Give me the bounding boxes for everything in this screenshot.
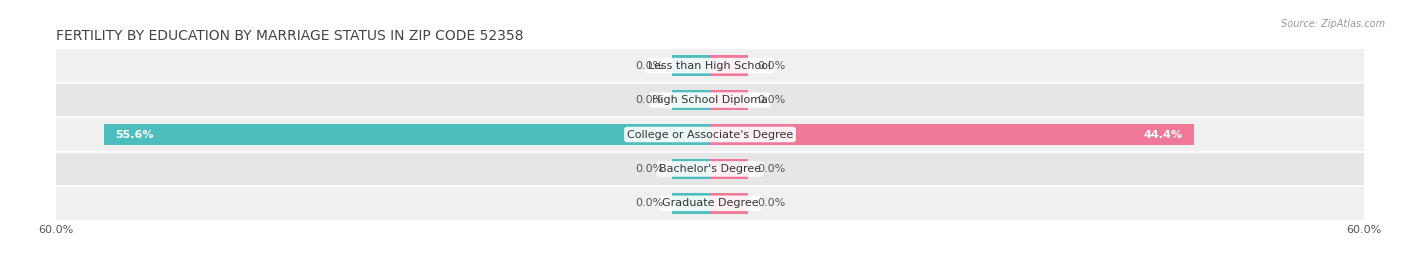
- Bar: [56, 152, 1364, 186]
- Text: Bachelor's Degree: Bachelor's Degree: [659, 164, 761, 174]
- Bar: [672, 159, 710, 179]
- Bar: [56, 186, 1364, 221]
- Text: 0.0%: 0.0%: [636, 95, 664, 105]
- Text: 44.4%: 44.4%: [1144, 129, 1182, 140]
- Text: Source: ZipAtlas.com: Source: ZipAtlas.com: [1281, 19, 1385, 29]
- Bar: [710, 90, 748, 110]
- Bar: [672, 55, 710, 76]
- Text: College or Associate's Degree: College or Associate's Degree: [627, 129, 793, 140]
- Text: 0.0%: 0.0%: [636, 61, 664, 71]
- Bar: [710, 193, 748, 214]
- Text: Graduate Degree: Graduate Degree: [662, 198, 758, 208]
- Text: High School Diploma: High School Diploma: [652, 95, 768, 105]
- Bar: [672, 90, 710, 110]
- Text: 0.0%: 0.0%: [636, 164, 664, 174]
- Text: 0.0%: 0.0%: [756, 164, 785, 174]
- Bar: [56, 117, 1364, 152]
- Bar: [672, 193, 710, 214]
- Bar: [104, 124, 710, 145]
- Bar: [710, 159, 748, 179]
- Text: FERTILITY BY EDUCATION BY MARRIAGE STATUS IN ZIP CODE 52358: FERTILITY BY EDUCATION BY MARRIAGE STATU…: [56, 29, 524, 43]
- Text: 0.0%: 0.0%: [756, 198, 785, 208]
- Bar: [56, 83, 1364, 117]
- Text: Less than High School: Less than High School: [648, 61, 772, 71]
- Bar: [710, 55, 748, 76]
- Text: 55.6%: 55.6%: [115, 129, 153, 140]
- Bar: [710, 124, 1194, 145]
- Text: 0.0%: 0.0%: [756, 61, 785, 71]
- Bar: [56, 48, 1364, 83]
- Text: 0.0%: 0.0%: [636, 198, 664, 208]
- Text: 0.0%: 0.0%: [756, 95, 785, 105]
